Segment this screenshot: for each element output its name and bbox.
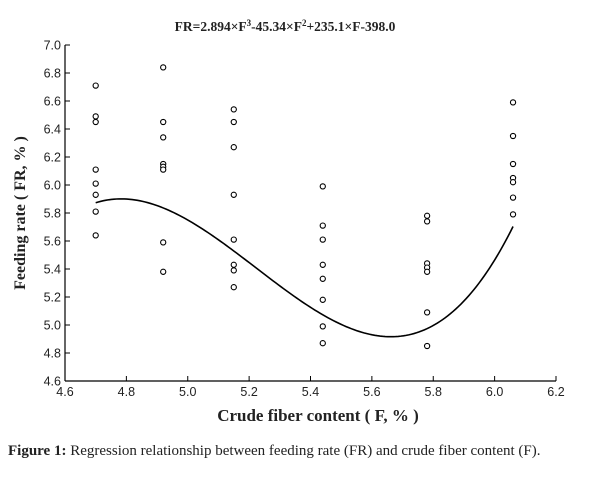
data-point bbox=[509, 194, 517, 201]
data-point bbox=[160, 239, 167, 246]
y-tick-label: 5.0 bbox=[44, 319, 61, 333]
data-point bbox=[160, 118, 167, 126]
data-point bbox=[160, 134, 167, 141]
x-tick-label: 5.4 bbox=[302, 385, 319, 399]
data-point bbox=[230, 191, 237, 198]
data-point bbox=[230, 267, 237, 274]
x-tick-label: 6.2 bbox=[547, 385, 564, 399]
y-tick-label: 6.8 bbox=[44, 67, 61, 81]
data-point bbox=[423, 342, 431, 350]
caption-label: Figure 1: bbox=[8, 443, 67, 459]
x-axis-label: Crude fiber content ( F, % ) bbox=[217, 406, 419, 425]
y-tick-label: 5.2 bbox=[44, 291, 61, 305]
data-point bbox=[319, 340, 326, 347]
y-tick-label: 4.6 bbox=[44, 375, 61, 389]
data-point bbox=[423, 218, 431, 225]
data-point bbox=[423, 309, 431, 316]
data-point bbox=[423, 268, 431, 275]
x-tick-label: 6.0 bbox=[486, 385, 503, 399]
data-point bbox=[230, 284, 237, 291]
data-point bbox=[92, 180, 99, 187]
data-point bbox=[230, 118, 237, 126]
x-tick-label: 5.8 bbox=[425, 385, 442, 399]
data-point bbox=[423, 212, 431, 219]
data-point bbox=[509, 211, 517, 218]
y-tick-label: 5.6 bbox=[44, 235, 61, 249]
x-tick-label: 5.0 bbox=[179, 385, 196, 399]
data-point bbox=[92, 208, 99, 215]
data-point bbox=[509, 99, 517, 106]
data-point bbox=[319, 261, 326, 268]
data-point bbox=[319, 296, 326, 303]
data-point bbox=[230, 144, 237, 151]
y-tick-label: 6.6 bbox=[44, 95, 61, 109]
figure-caption: Figure 1: Regression relationship betwee… bbox=[8, 440, 583, 462]
x-tick-label: 4.8 bbox=[118, 385, 135, 399]
data-point bbox=[92, 232, 99, 239]
data-point bbox=[319, 183, 326, 190]
data-point bbox=[319, 236, 326, 243]
data-point bbox=[160, 268, 167, 275]
data-point bbox=[509, 160, 517, 168]
data-point bbox=[319, 275, 326, 282]
data-point bbox=[92, 191, 99, 198]
x-tick-label: 5.6 bbox=[363, 385, 380, 399]
data-point bbox=[319, 222, 326, 229]
regression-curve bbox=[95, 198, 514, 338]
y-axis-label: Feeding rate ( FR, % ) bbox=[12, 136, 29, 290]
data-point bbox=[509, 179, 517, 186]
data-point bbox=[319, 323, 326, 330]
data-point bbox=[92, 113, 99, 120]
data-point bbox=[92, 82, 99, 89]
data-point bbox=[230, 106, 237, 113]
data-point bbox=[92, 166, 99, 173]
data-point bbox=[92, 118, 99, 126]
x-tick-label: 4.6 bbox=[56, 385, 73, 399]
data-point bbox=[230, 236, 237, 243]
data-point bbox=[160, 64, 167, 71]
y-tick-label: 6.2 bbox=[44, 151, 61, 165]
y-tick-label: 6.0 bbox=[44, 179, 61, 193]
data-point bbox=[160, 166, 167, 173]
y-tick-label: 5.4 bbox=[44, 263, 61, 277]
plot-area: 4.6 4.8 5.0 5.2 5.4 5.6 5.8 6.0 6.2 4.6 4.8 5.0 5.2 5… bbox=[44, 39, 565, 400]
regression-chart: FR=2.894×F3-45.34×F2+235.1×F-398.0 4.6 4.… bbox=[12, 18, 565, 425]
y-tick-label: 4.8 bbox=[44, 347, 61, 361]
y-tick-label: 6.4 bbox=[44, 123, 61, 137]
x-tick-label: 5.2 bbox=[240, 385, 257, 399]
data-point bbox=[230, 261, 237, 268]
caption-text: Regression relationship between feeding … bbox=[66, 443, 541, 459]
y-tick-label: 7.0 bbox=[44, 39, 61, 53]
chart-title: FR=2.894×F3-45.34×F2+235.1×F-398.0 bbox=[175, 18, 396, 34]
data-point bbox=[509, 132, 517, 140]
y-tick-label: 5.8 bbox=[44, 207, 61, 221]
